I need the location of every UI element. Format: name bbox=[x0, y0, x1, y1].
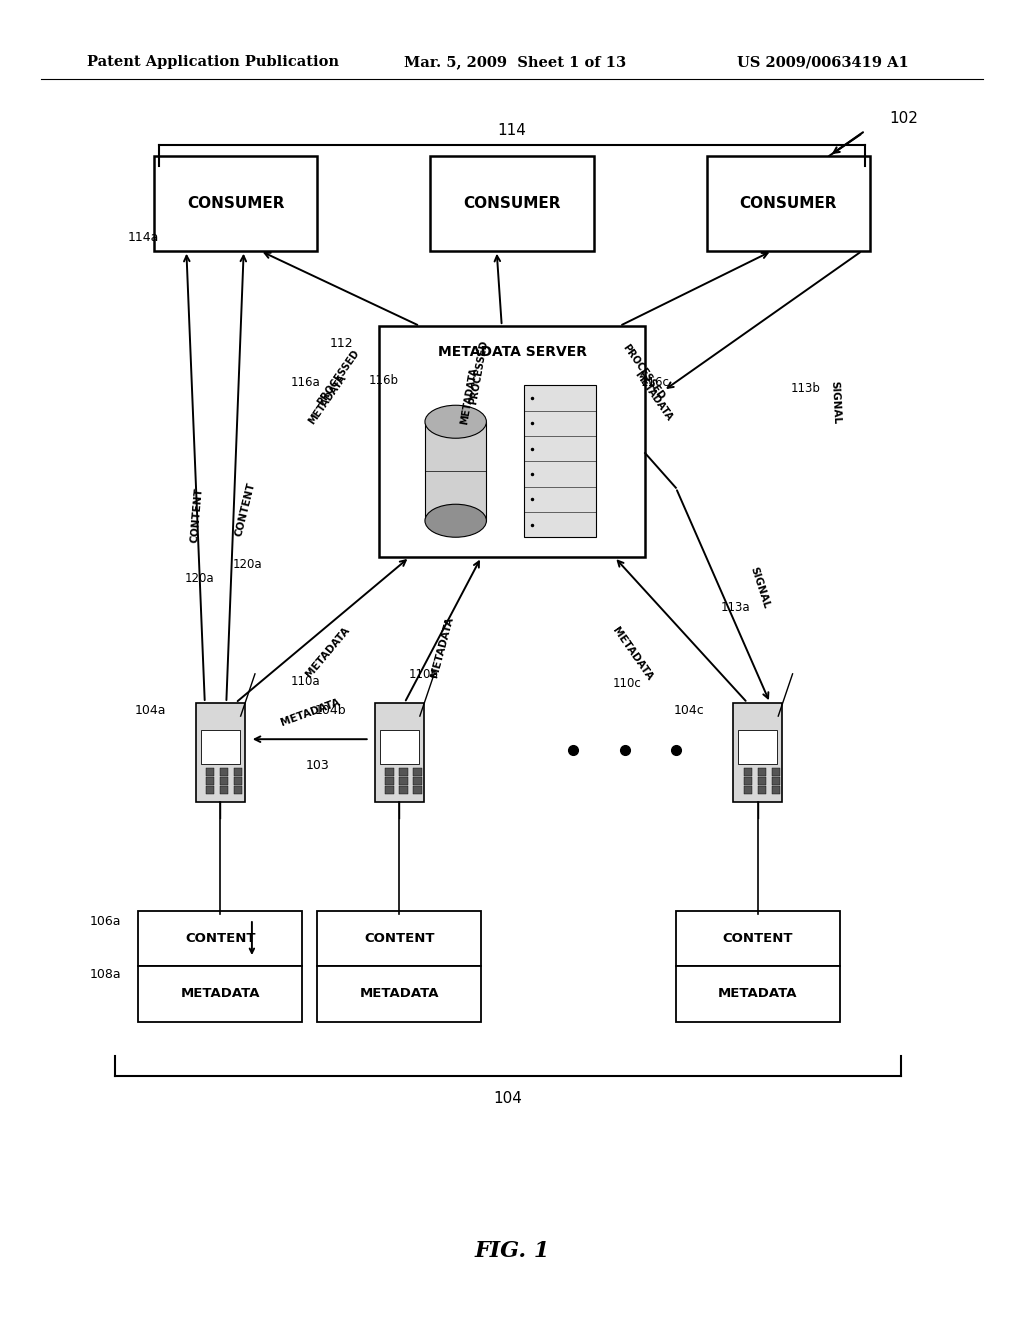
Bar bbox=[206, 787, 214, 795]
Bar bbox=[430, 156, 594, 251]
Text: CONTENT: CONTENT bbox=[189, 487, 204, 543]
Bar bbox=[414, 768, 422, 776]
Text: METADATA: METADATA bbox=[180, 987, 260, 1001]
Bar bbox=[220, 777, 228, 785]
Bar bbox=[399, 787, 408, 795]
Text: METADATA: METADATA bbox=[611, 624, 654, 682]
Text: PROCESSED: PROCESSED bbox=[469, 339, 489, 405]
Bar bbox=[738, 730, 777, 764]
Bar bbox=[154, 156, 317, 251]
Bar bbox=[772, 777, 780, 785]
Text: CONTENT: CONTENT bbox=[234, 482, 257, 537]
Text: 103: 103 bbox=[305, 759, 330, 772]
Text: 102: 102 bbox=[889, 111, 918, 127]
Text: 116a: 116a bbox=[290, 376, 321, 389]
Bar bbox=[234, 768, 243, 776]
Text: CONTENT: CONTENT bbox=[723, 932, 793, 945]
Ellipse shape bbox=[425, 504, 486, 537]
Text: Mar. 5, 2009  Sheet 1 of 13: Mar. 5, 2009 Sheet 1 of 13 bbox=[404, 55, 627, 69]
Text: 104: 104 bbox=[494, 1090, 522, 1106]
Text: 116b: 116b bbox=[369, 374, 399, 387]
Text: CONSUMER: CONSUMER bbox=[739, 195, 838, 211]
Bar bbox=[385, 768, 393, 776]
Text: 104b: 104b bbox=[314, 704, 346, 717]
Bar bbox=[201, 730, 240, 764]
Text: METADATA: METADATA bbox=[280, 697, 341, 729]
Bar bbox=[379, 326, 645, 557]
Bar bbox=[234, 777, 243, 785]
Bar bbox=[733, 702, 782, 801]
Text: CONSUMER: CONSUMER bbox=[463, 195, 561, 211]
Text: METADATA: METADATA bbox=[429, 615, 456, 678]
Text: 114: 114 bbox=[498, 123, 526, 139]
Text: PROCESSED: PROCESSED bbox=[315, 348, 360, 407]
Text: SIGNAL: SIGNAL bbox=[829, 380, 842, 425]
Bar bbox=[138, 911, 302, 966]
Bar bbox=[399, 768, 408, 776]
Bar bbox=[676, 966, 840, 1022]
Text: METADATA SERVER: METADATA SERVER bbox=[437, 346, 587, 359]
Text: 106a: 106a bbox=[89, 915, 121, 928]
Bar bbox=[743, 787, 752, 795]
Text: METADATA: METADATA bbox=[718, 987, 798, 1001]
Text: 110c: 110c bbox=[612, 677, 641, 690]
Text: SIGNAL: SIGNAL bbox=[749, 565, 771, 610]
Text: US 2009/0063419 A1: US 2009/0063419 A1 bbox=[737, 55, 909, 69]
Bar bbox=[317, 911, 481, 966]
Text: PROCESSED: PROCESSED bbox=[621, 343, 666, 401]
Bar bbox=[414, 777, 422, 785]
Bar bbox=[206, 768, 214, 776]
Bar bbox=[676, 911, 840, 966]
Text: FIG. 1: FIG. 1 bbox=[474, 1241, 550, 1262]
Bar bbox=[380, 730, 419, 764]
Bar bbox=[758, 777, 766, 785]
Bar bbox=[772, 787, 780, 795]
Text: 104c: 104c bbox=[674, 704, 705, 717]
Text: 113b: 113b bbox=[791, 381, 821, 395]
Bar bbox=[375, 702, 424, 801]
Bar bbox=[196, 702, 245, 801]
Text: 113a: 113a bbox=[721, 601, 750, 614]
Bar bbox=[385, 787, 393, 795]
Text: METADATA: METADATA bbox=[359, 987, 439, 1001]
Text: CONSUMER: CONSUMER bbox=[186, 195, 285, 211]
Bar bbox=[772, 768, 780, 776]
Bar bbox=[758, 787, 766, 795]
Text: 112: 112 bbox=[330, 337, 353, 350]
Text: METADATA: METADATA bbox=[459, 367, 479, 425]
Bar bbox=[743, 768, 752, 776]
Text: 108a: 108a bbox=[89, 968, 121, 981]
Bar bbox=[220, 787, 228, 795]
Text: CONTENT: CONTENT bbox=[185, 932, 255, 945]
Text: 114a: 114a bbox=[127, 231, 159, 244]
Bar bbox=[425, 422, 486, 520]
Bar bbox=[743, 777, 752, 785]
Text: 110a: 110a bbox=[291, 675, 319, 688]
Bar bbox=[399, 777, 408, 785]
Bar bbox=[707, 156, 870, 251]
Bar bbox=[138, 966, 302, 1022]
Bar bbox=[234, 787, 243, 795]
Text: METADATA: METADATA bbox=[633, 370, 674, 422]
Bar bbox=[524, 385, 596, 537]
Text: 120a: 120a bbox=[233, 558, 262, 572]
Bar bbox=[317, 966, 481, 1022]
Text: Patent Application Publication: Patent Application Publication bbox=[87, 55, 339, 69]
Bar bbox=[758, 768, 766, 776]
Text: 104a: 104a bbox=[134, 704, 166, 717]
Text: 116c: 116c bbox=[641, 376, 670, 389]
Text: CONTENT: CONTENT bbox=[365, 932, 434, 945]
Bar bbox=[206, 777, 214, 785]
Text: METADATA: METADATA bbox=[304, 624, 351, 680]
Bar bbox=[220, 768, 228, 776]
Ellipse shape bbox=[425, 405, 486, 438]
Bar bbox=[385, 777, 393, 785]
Text: METADATA: METADATA bbox=[307, 374, 348, 426]
Text: 120a: 120a bbox=[185, 572, 214, 585]
Bar bbox=[414, 787, 422, 795]
Text: 110b: 110b bbox=[409, 668, 439, 681]
